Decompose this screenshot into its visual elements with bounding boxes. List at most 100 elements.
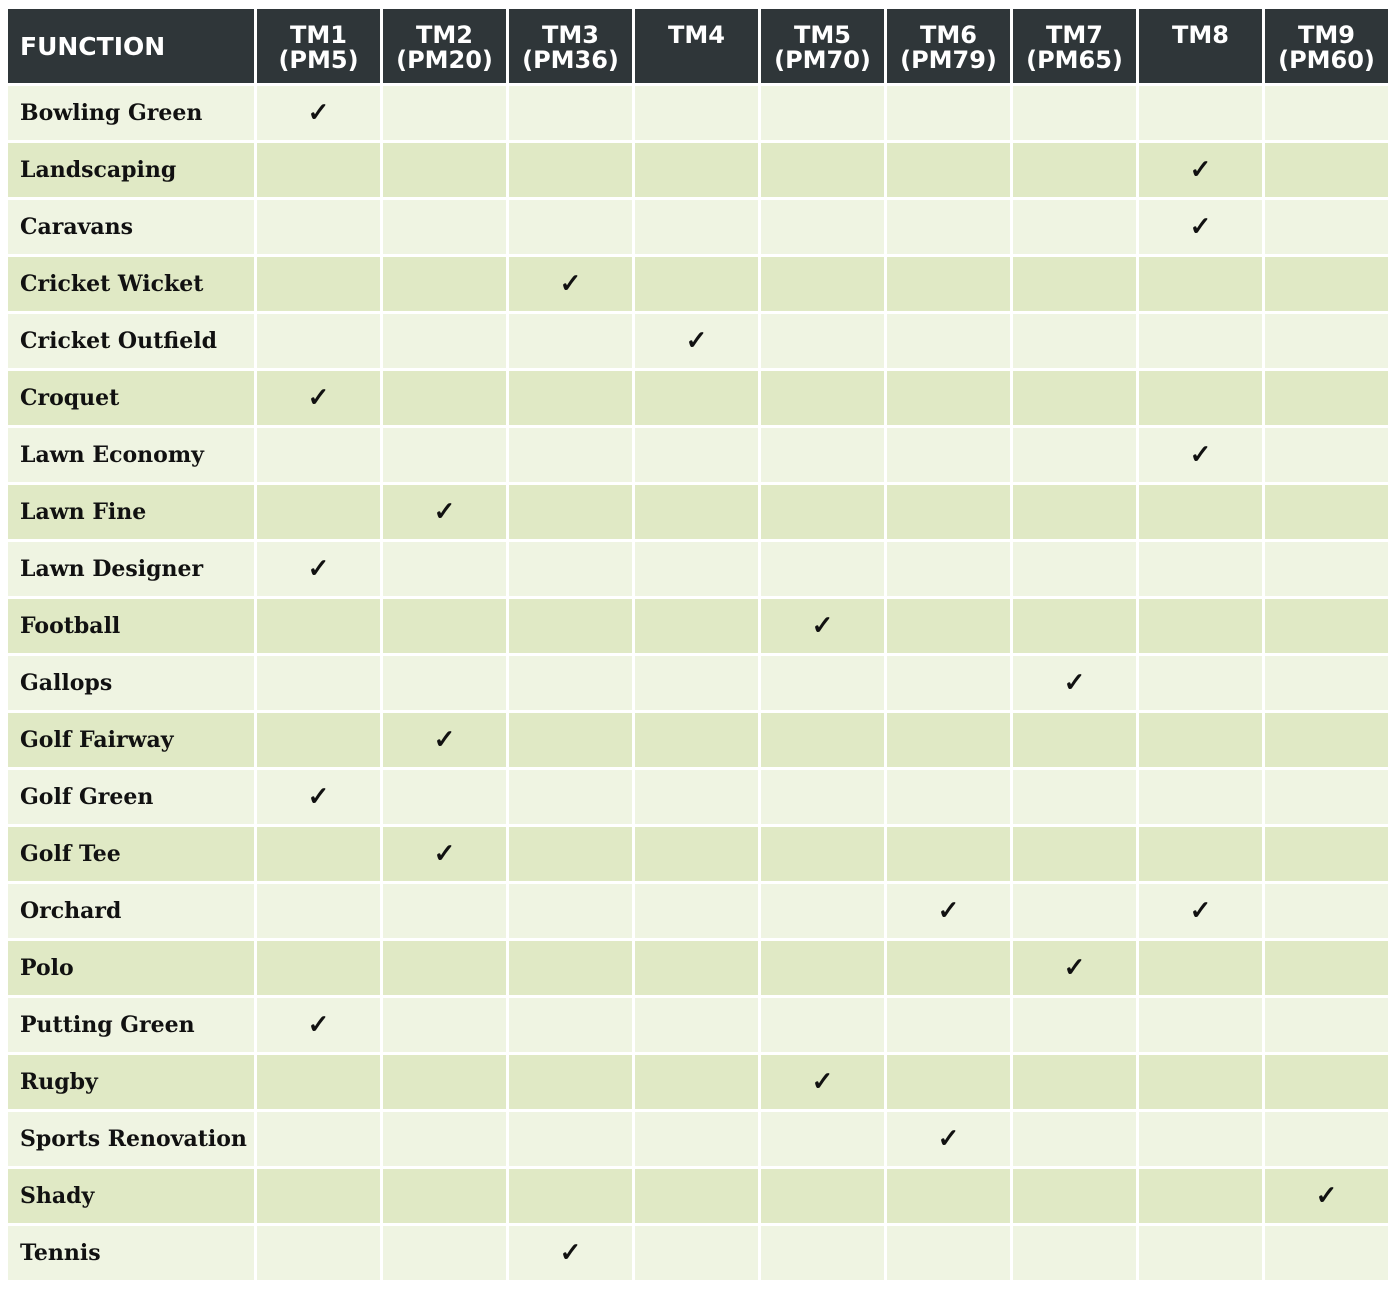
check-icon-cell: ✓	[761, 1055, 884, 1109]
empty-cell	[1013, 257, 1136, 311]
empty-cell	[257, 314, 380, 368]
empty-cell	[1013, 314, 1136, 368]
check-icon-cell: ✓	[509, 1226, 632, 1280]
empty-cell	[761, 86, 884, 140]
empty-cell	[1139, 656, 1262, 710]
empty-cell	[257, 941, 380, 995]
empty-cell	[257, 485, 380, 539]
empty-cell	[1265, 86, 1388, 140]
header-column: TM5 (PM70)	[761, 9, 884, 83]
row-label: Shady	[8, 1169, 254, 1223]
empty-cell	[1013, 884, 1136, 938]
row-label: Cricket Wicket	[8, 257, 254, 311]
empty-cell	[761, 770, 884, 824]
empty-cell	[1265, 314, 1388, 368]
empty-cell	[509, 884, 632, 938]
empty-cell	[887, 713, 1010, 767]
row-label: Polo	[8, 941, 254, 995]
empty-cell	[635, 371, 758, 425]
empty-cell	[257, 1226, 380, 1280]
empty-cell	[887, 143, 1010, 197]
empty-cell	[1265, 257, 1388, 311]
empty-cell	[1013, 599, 1136, 653]
empty-cell	[383, 314, 506, 368]
empty-cell	[635, 827, 758, 881]
empty-cell	[887, 200, 1010, 254]
empty-cell	[1013, 1169, 1136, 1223]
check-icon-cell: ✓	[1013, 656, 1136, 710]
empty-cell	[257, 200, 380, 254]
empty-cell	[509, 827, 632, 881]
row-label: Tennis	[8, 1226, 254, 1280]
empty-cell	[887, 941, 1010, 995]
header-column: TM6 (PM79)	[887, 9, 1010, 83]
empty-cell	[887, 371, 1010, 425]
empty-cell	[1265, 1055, 1388, 1109]
row-label: Golf Green	[8, 770, 254, 824]
header-function: FUNCTION	[8, 9, 254, 83]
empty-cell	[761, 656, 884, 710]
empty-cell	[257, 1055, 380, 1109]
empty-cell	[509, 770, 632, 824]
empty-cell	[887, 1055, 1010, 1109]
check-icon-cell: ✓	[383, 485, 506, 539]
check-icon-cell: ✓	[257, 770, 380, 824]
empty-cell	[383, 428, 506, 482]
empty-cell	[1139, 485, 1262, 539]
header-column: TM8	[1139, 9, 1262, 83]
empty-cell	[1139, 257, 1262, 311]
check-icon-cell: ✓	[1139, 200, 1262, 254]
row-label: Orchard	[8, 884, 254, 938]
empty-cell	[1139, 314, 1262, 368]
empty-cell	[257, 827, 380, 881]
empty-cell	[635, 1112, 758, 1166]
empty-cell	[1265, 770, 1388, 824]
empty-cell	[887, 770, 1010, 824]
empty-cell	[1139, 1112, 1262, 1166]
empty-cell	[761, 542, 884, 596]
empty-cell	[509, 143, 632, 197]
empty-cell	[1139, 941, 1262, 995]
empty-cell	[635, 428, 758, 482]
empty-cell	[635, 770, 758, 824]
empty-cell	[1139, 542, 1262, 596]
empty-cell	[509, 200, 632, 254]
row-label: Putting Green	[8, 998, 254, 1052]
row-label: Caravans	[8, 200, 254, 254]
empty-cell	[635, 200, 758, 254]
empty-cell	[887, 542, 1010, 596]
row-label: Croquet	[8, 371, 254, 425]
empty-cell	[509, 656, 632, 710]
check-icon-cell: ✓	[257, 998, 380, 1052]
empty-cell	[761, 827, 884, 881]
empty-cell	[509, 371, 632, 425]
empty-cell	[383, 599, 506, 653]
row-label: Lawn Designer	[8, 542, 254, 596]
empty-cell	[383, 371, 506, 425]
empty-cell	[761, 941, 884, 995]
empty-cell	[257, 257, 380, 311]
empty-cell	[761, 428, 884, 482]
empty-cell	[635, 656, 758, 710]
empty-cell	[383, 1226, 506, 1280]
empty-cell	[635, 1055, 758, 1109]
empty-cell	[509, 1055, 632, 1109]
empty-cell	[1265, 941, 1388, 995]
row-label: Cricket Outfield	[8, 314, 254, 368]
empty-cell	[761, 884, 884, 938]
empty-cell	[635, 941, 758, 995]
empty-cell	[1139, 998, 1262, 1052]
empty-cell	[257, 884, 380, 938]
check-icon-cell: ✓	[1139, 884, 1262, 938]
empty-cell	[1265, 884, 1388, 938]
empty-cell	[1013, 998, 1136, 1052]
empty-cell	[1013, 200, 1136, 254]
row-label: Golf Fairway	[8, 713, 254, 767]
check-icon-cell: ✓	[635, 314, 758, 368]
empty-cell	[887, 428, 1010, 482]
row-label: Landscaping	[8, 143, 254, 197]
empty-cell	[509, 713, 632, 767]
empty-cell	[635, 713, 758, 767]
empty-cell	[1013, 827, 1136, 881]
row-label: Lawn Fine	[8, 485, 254, 539]
